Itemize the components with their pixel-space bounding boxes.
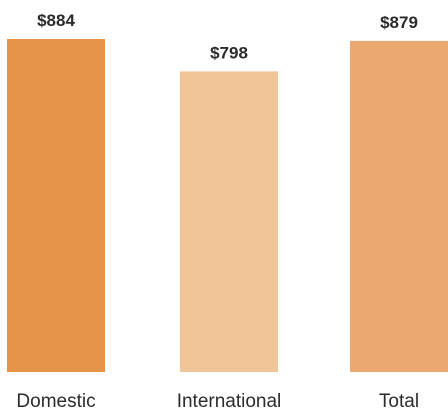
value-label-international: $798 <box>210 43 248 62</box>
value-label-domestic: $884 <box>37 11 75 30</box>
category-label-total: Total <box>379 391 419 412</box>
bar-total <box>350 40 448 372</box>
bar-international <box>180 71 278 372</box>
category-label-international: International <box>177 391 282 412</box>
value-label-total: $879 <box>380 13 418 32</box>
bars-group <box>7 39 448 372</box>
bar-domestic <box>7 39 105 372</box>
category-label-domestic: Domestic <box>16 391 95 412</box>
value-labels-group: $884 $798 $879 <box>37 11 418 62</box>
category-labels-group: Domestic International Total <box>16 391 419 412</box>
